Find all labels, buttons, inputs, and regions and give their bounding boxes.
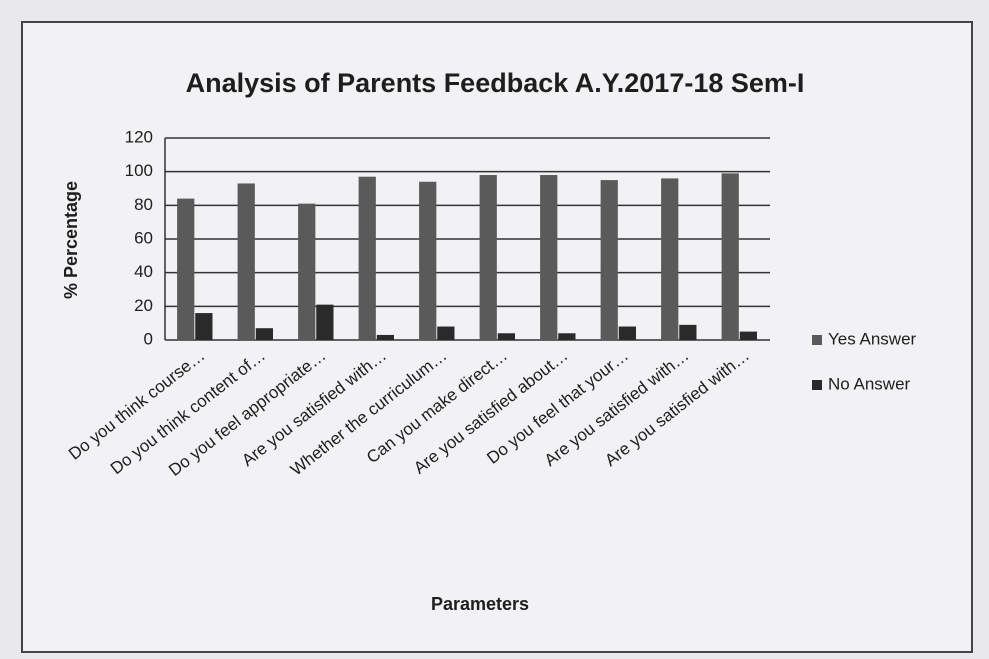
bar <box>376 334 394 340</box>
y-tick-label: 20 <box>134 296 153 315</box>
y-axis-title: % Percentage <box>61 181 81 299</box>
bar <box>600 180 618 340</box>
y-tick-label: 40 <box>134 262 153 281</box>
bar <box>419 181 437 340</box>
legend-swatch <box>812 335 822 345</box>
y-tick-label: 0 <box>144 329 153 348</box>
bar <box>358 176 376 340</box>
bar <box>721 173 739 340</box>
y-tick-label: 60 <box>134 228 153 247</box>
legend-label: No Answer <box>828 374 911 393</box>
chart-title: Analysis of Parents Feedback A.Y.2017-18… <box>186 68 805 98</box>
bar <box>195 313 213 340</box>
bar <box>298 203 316 340</box>
bar <box>437 326 455 340</box>
legend-swatch <box>812 380 822 390</box>
y-tick-label: 80 <box>134 195 153 214</box>
bar <box>479 175 497 340</box>
bar <box>558 333 576 340</box>
y-tick-label: 120 <box>125 127 153 146</box>
y-tick-label: 100 <box>125 161 153 180</box>
bar <box>316 304 334 340</box>
bar <box>540 175 558 340</box>
bar <box>497 333 515 340</box>
legend-label: Yes Answer <box>828 329 917 348</box>
x-axis-title: Parameters <box>431 594 529 614</box>
bar <box>237 183 255 340</box>
bar <box>661 178 679 340</box>
bar <box>177 198 195 340</box>
bar <box>739 331 757 340</box>
bar <box>255 328 273 340</box>
bar <box>618 326 636 340</box>
bar <box>679 324 697 340</box>
